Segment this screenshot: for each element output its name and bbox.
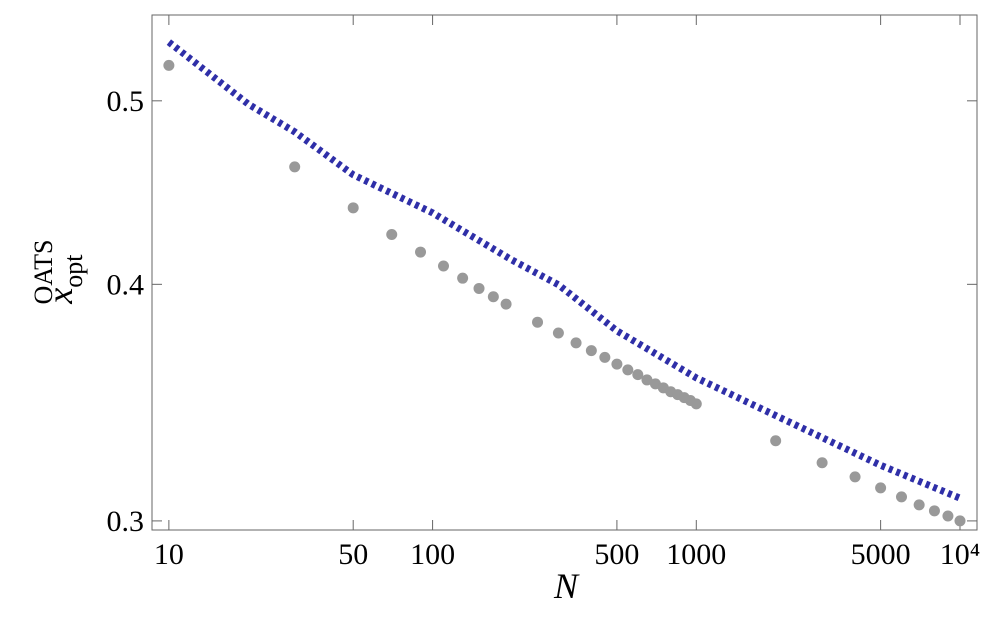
data-point: [473, 282, 485, 294]
data-point: [437, 260, 449, 272]
data-point: [611, 358, 623, 370]
x-tick-label: 5000: [851, 538, 911, 571]
data-point: [632, 369, 644, 381]
data-point: [690, 398, 702, 410]
data-point: [289, 161, 301, 173]
x-tick-label: 50: [338, 538, 368, 571]
y-tick-label: 0.5: [107, 85, 145, 118]
x-tick-label: 100: [410, 538, 455, 571]
data-point: [585, 345, 597, 357]
data-point: [532, 316, 544, 328]
data-point: [386, 228, 398, 240]
data-point: [942, 510, 954, 522]
y-axis-label: xoptOATS: [29, 239, 88, 304]
x-tick-label: 10: [154, 538, 184, 571]
y-label-sup: OATS: [29, 239, 58, 304]
y-tick-label: 0.4: [107, 268, 145, 301]
data-point: [641, 374, 653, 386]
curve: [166, 39, 962, 502]
data-point: [163, 59, 175, 71]
plot-frame: [151, 14, 978, 531]
data-point: [913, 499, 925, 511]
x-axis-label: N: [553, 566, 580, 606]
data-point: [552, 327, 564, 339]
data-point: [954, 515, 966, 527]
data-point: [849, 471, 861, 483]
data-point: [816, 457, 828, 469]
data-point: [347, 202, 359, 214]
data-point: [457, 272, 469, 284]
data-point: [928, 505, 940, 517]
data-point: [599, 351, 611, 363]
data-point: [570, 337, 582, 349]
x-tick-label: 1000: [666, 538, 726, 571]
y-label-main: x: [40, 288, 80, 305]
data-point: [895, 491, 907, 503]
y-axis-label-text: xoptOATS: [29, 239, 88, 304]
data-point: [487, 291, 499, 303]
data-point: [770, 435, 782, 447]
data-point: [500, 298, 512, 310]
data-point: [875, 482, 887, 494]
x-tick-label: 10⁴: [940, 538, 980, 571]
data-point: [415, 246, 427, 258]
data-point: [622, 364, 634, 376]
x-tick-label: 500: [594, 538, 639, 571]
y-label-sub: opt: [59, 254, 88, 288]
y-tick-label: 0.3: [107, 505, 145, 538]
